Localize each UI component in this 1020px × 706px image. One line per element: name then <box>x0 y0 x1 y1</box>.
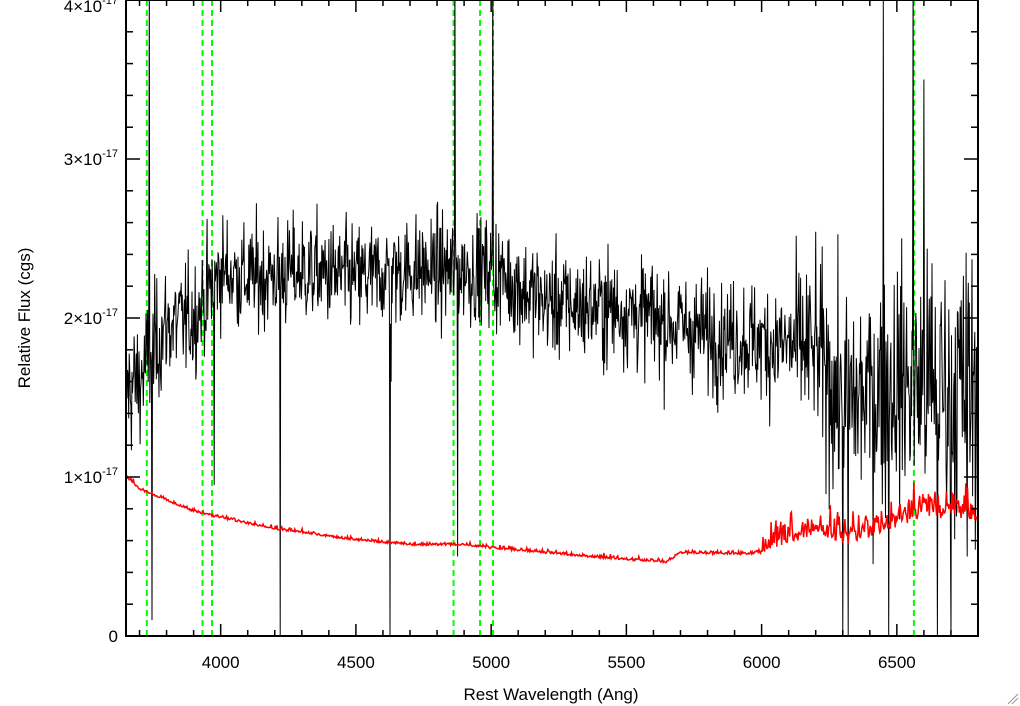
x-tick-label: 5500 <box>607 653 645 672</box>
y-tick-label: 2×10-17 <box>64 307 118 328</box>
x-tick-label: 6500 <box>878 653 916 672</box>
y-tick-label: 0 <box>109 627 118 646</box>
x-axis-label: Rest Wavelength (Ang) <box>463 685 638 704</box>
x-tick-labels: 4000 4500 5000 5500 6000 6500 <box>202 653 916 672</box>
flux-series <box>126 0 978 636</box>
x-tick-label: 6000 <box>743 653 781 672</box>
plot-frame <box>125 0 979 637</box>
y-tick-label: 4×10-17 <box>64 0 118 16</box>
x-tick-label: 4500 <box>337 653 375 672</box>
flux-spectrum-line <box>126 0 978 636</box>
resize-grip-icon[interactable] <box>1007 693 1019 705</box>
error-spectrum-line <box>126 474 978 564</box>
y-tick-label: 1×10-17 <box>64 466 118 487</box>
error-series <box>126 474 978 564</box>
y-axis-label: Relative Flux (cgs) <box>15 248 34 389</box>
axis-ticks <box>126 0 979 637</box>
x-tick-label: 5000 <box>472 653 510 672</box>
y-tick-labels: 0 1×10-17 2×10-17 3×10-17 4×10-17 <box>64 0 118 646</box>
x-tick-label: 4000 <box>202 653 240 672</box>
emission-line-markers <box>145 0 915 636</box>
y-tick-label: 3×10-17 <box>64 148 118 169</box>
